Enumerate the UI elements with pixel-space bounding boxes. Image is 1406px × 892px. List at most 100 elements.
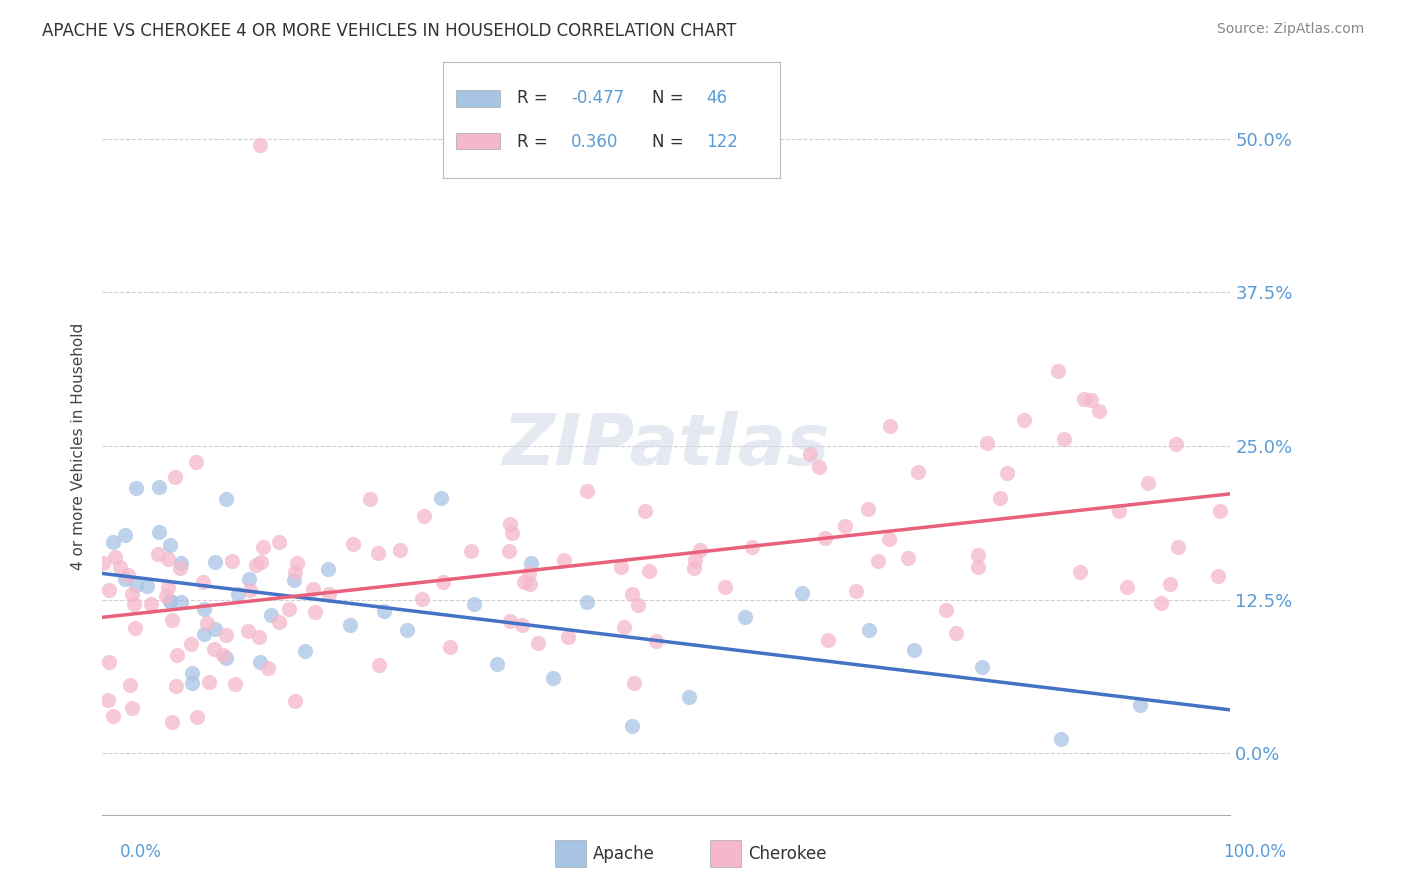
Point [318,587,340,601]
Point [97,582,120,597]
Point [252,540,274,554]
Point [104,550,127,565]
Point [945,626,967,640]
Point [411,592,433,607]
Point [935,603,957,617]
Point [159,594,181,608]
Point [1080,393,1102,408]
Text: ZIPatlas: ZIPatlas [502,411,830,481]
Point [897,550,920,565]
Point [1073,392,1095,407]
Point [845,584,868,599]
Point [460,543,482,558]
Point [1206,569,1229,583]
Point [165,679,187,693]
Point [136,579,159,593]
Point [202,642,225,657]
Point [101,709,124,723]
Point [995,467,1018,481]
FancyBboxPatch shape [457,90,501,106]
Point [236,624,259,639]
Text: Source: ZipAtlas.com: Source: ZipAtlas.com [1216,22,1364,37]
Point [1159,577,1181,591]
Point [114,572,136,586]
Point [226,587,249,601]
Point [260,607,283,622]
Point [517,566,540,580]
Point [284,694,307,708]
Point [395,624,418,638]
Point [1088,404,1111,418]
Point [972,660,994,674]
Point [1164,437,1187,451]
Point [501,526,523,541]
Point [97,693,120,707]
Point [1115,580,1137,594]
Point [250,555,273,569]
Point [193,627,215,641]
Point [163,470,186,484]
Point [903,643,925,657]
Text: APACHE VS CHEROKEE 4 OR MORE VEHICLES IN HOUSEHOLD CORRELATION CHART: APACHE VS CHEROKEE 4 OR MORE VEHICLES IN… [42,22,737,40]
Point [1053,432,1076,446]
Point [170,595,193,609]
Point [1129,698,1152,712]
Point [967,559,990,574]
Text: 46: 46 [706,89,727,107]
Point [817,632,839,647]
Point [148,480,170,494]
Point [249,655,271,669]
Point [197,675,219,690]
Point [858,624,880,638]
Point [97,655,120,669]
Point [499,517,522,532]
Point [621,719,644,733]
Point [186,709,208,723]
Point [463,597,485,611]
Point [159,593,181,607]
Point [834,519,856,533]
Point [486,657,509,671]
Point [157,580,180,594]
Point [683,553,706,567]
Point [212,648,235,662]
Point [278,602,301,616]
Point [124,597,146,611]
Text: 0.0%: 0.0% [120,843,162,861]
Text: 100.0%: 100.0% [1223,843,1286,861]
Point [285,556,308,570]
Point [1108,504,1130,518]
Point [342,537,364,551]
Point [215,651,238,665]
Point [121,701,143,715]
Point [316,562,339,576]
Point [141,597,163,611]
Point [637,564,659,578]
Point [373,604,395,618]
Point [117,568,139,582]
Point [125,578,148,592]
Point [543,671,565,685]
Point [1012,413,1035,427]
Point [866,554,889,568]
Point [125,481,148,495]
Point [499,614,522,628]
Point [181,676,204,690]
Point [513,574,536,589]
Point [283,574,305,588]
Point [510,617,533,632]
Point [191,574,214,589]
Text: -0.477: -0.477 [571,89,624,107]
Point [195,616,218,631]
Point [976,436,998,450]
Point [814,531,837,545]
Point [267,615,290,629]
Point [181,665,204,680]
Point [204,623,226,637]
Point [166,648,188,662]
Point [215,492,238,507]
Point [576,595,599,609]
Point [221,554,243,568]
Point [610,560,633,574]
Point [249,138,271,153]
